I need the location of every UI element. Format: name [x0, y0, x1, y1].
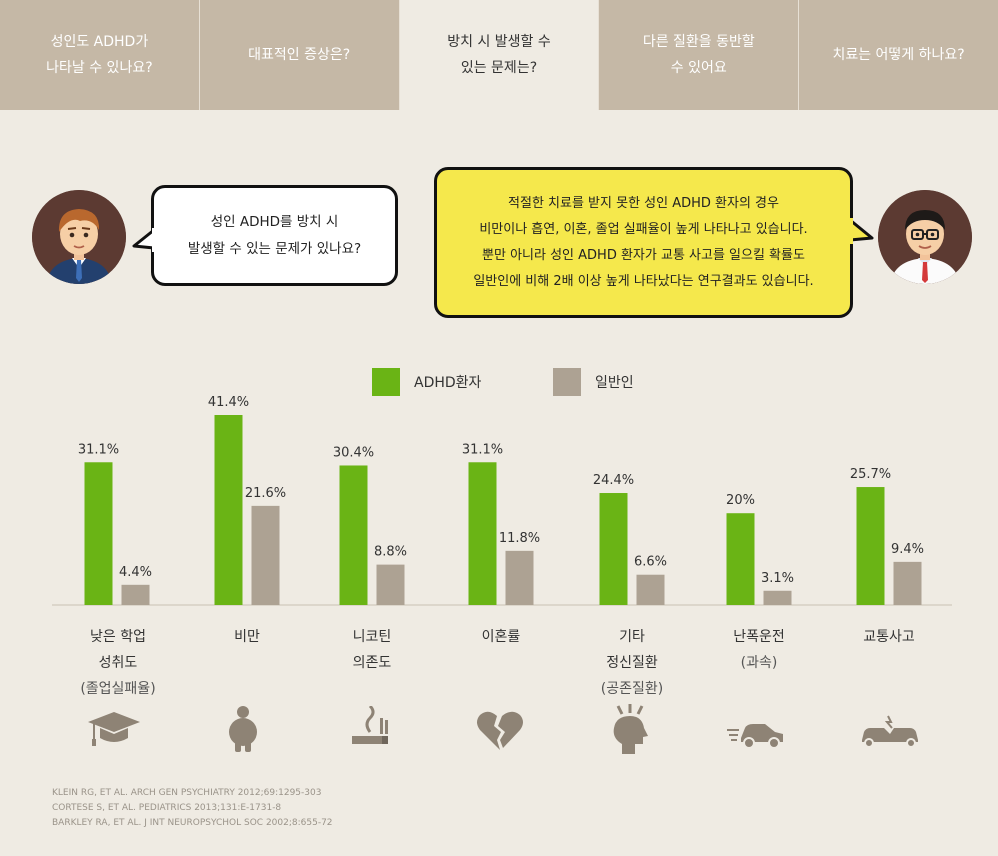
- bar-adhd: [84, 462, 113, 605]
- data-label-general: 6.6%: [634, 555, 667, 570]
- category-main: 교통사고: [863, 629, 915, 645]
- category-label-academic: 낮은 학업 성취도 (졸업실패율): [58, 624, 178, 702]
- obesity-icon: [229, 706, 257, 752]
- doctor-speech-bubble: 적절한 치료를 받지 못한 성인 ADHD 환자의 경우 비만이나 흡연, 이혼…: [434, 167, 853, 318]
- category-label-mental: 기타 정신질환 (공존질환): [572, 624, 692, 702]
- legend-general: 일반인: [553, 368, 634, 396]
- references: KLEIN RG, ET AL. ARCH GEN PSYCHIATRY 201…: [52, 786, 333, 831]
- category-label-nicotine: 니코틴 의존도: [312, 624, 432, 676]
- category-label-divorce: 이혼률: [441, 624, 561, 650]
- data-label-adhd: 30.4%: [333, 445, 374, 460]
- category-sub: (졸업실패율): [80, 681, 156, 697]
- legend-general-swatch: [553, 368, 581, 396]
- legend-general-label: 일반인: [595, 375, 634, 391]
- data-label-general: 9.4%: [891, 542, 924, 557]
- stressed-head-icon: [613, 704, 648, 754]
- data-label-adhd: 25.7%: [850, 467, 891, 482]
- tab-adult-adhd[interactable]: 성인도 ADHD가 나타날 수 있나요?: [0, 0, 200, 110]
- tab-treatment[interactable]: 치료는 어떻게 하나요?: [799, 0, 998, 110]
- data-label-adhd: 41.4%: [208, 395, 249, 410]
- tab-problems[interactable]: 방치 시 발생할 수 있는 문제는?: [399, 0, 600, 110]
- data-label-general: 8.8%: [374, 545, 407, 560]
- bar-adhd: [468, 462, 497, 605]
- bar-adhd: [856, 487, 885, 605]
- category-sub: (과속): [740, 655, 778, 671]
- bar-adhd: [599, 493, 628, 605]
- data-label-general: 21.6%: [245, 486, 286, 501]
- data-label-adhd: 24.4%: [593, 473, 634, 488]
- bar-general: [893, 561, 922, 605]
- broken-heart-icon: [477, 711, 523, 750]
- category-label-obesity: 비만: [187, 624, 307, 650]
- graduation-cap-icon: [88, 712, 140, 746]
- bar-general: [636, 574, 665, 605]
- data-label-general: 4.4%: [119, 565, 152, 580]
- bar-adhd: [214, 415, 243, 605]
- reference-item: CORTESE S, ET AL. PEDIATRICS 2013;131:E-…: [52, 803, 282, 813]
- data-label-adhd: 31.1%: [462, 442, 503, 457]
- legend-adhd-swatch: [372, 368, 400, 396]
- tab-symptoms[interactable]: 대표적인 증상은?: [199, 0, 400, 110]
- data-label-general: 11.8%: [499, 531, 540, 546]
- bar-chart: 31.1% 4.4% 41.4% 21.6% 30.4% 8.8% 31.1% 11.8% 24…: [52, 395, 952, 606]
- data-label-general: 3.1%: [761, 571, 794, 586]
- category-main: 난폭운전: [733, 629, 785, 645]
- bar-general: [251, 505, 280, 605]
- car-crash-icon: [862, 715, 918, 748]
- legend-adhd: ADHD환자: [372, 368, 481, 396]
- speeding-car-icon: [727, 724, 783, 749]
- reference-item: BARKLEY RA, ET AL. J INT NEUROPSYCHOL SO…: [52, 818, 333, 828]
- category-main: 기타 정신질환: [606, 629, 658, 671]
- bar-adhd: [339, 465, 368, 605]
- patient-speech-bubble: 성인 ADHD를 방치 시 발생할 수 있는 문제가 있나요?: [151, 185, 398, 286]
- bar-general: [505, 550, 534, 605]
- legend-adhd-label: ADHD환자: [414, 375, 482, 391]
- bar-general: [376, 564, 405, 605]
- patient-bubble-tail: [132, 228, 156, 252]
- cigarette-icon: [352, 706, 388, 744]
- category-main: 이혼률: [481, 629, 521, 645]
- doctor-avatar: [878, 190, 972, 284]
- tab-bar: 성인도 ADHD가 나타날 수 있나요? 대표적인 증상은? 방치 시 발생할 …: [0, 0, 998, 110]
- patient-avatar: [32, 190, 126, 284]
- doctor-bubble-tail: [848, 218, 874, 244]
- bar-adhd: [726, 513, 755, 605]
- data-label-adhd: 20%: [726, 493, 755, 508]
- category-main: 낮은 학업 성취도: [90, 629, 146, 671]
- data-label-adhd: 31.1%: [78, 442, 119, 457]
- category-label-traffic-accident: 교통사고: [829, 624, 949, 650]
- bar-general: [121, 584, 150, 605]
- category-sub: (공존질환): [600, 681, 664, 697]
- category-label-reckless-driving: 난폭운전 (과속): [699, 624, 819, 676]
- category-main: 니코틴 의존도: [352, 629, 392, 671]
- category-main: 비만: [234, 629, 260, 645]
- bar-general: [763, 590, 792, 605]
- reference-item: KLEIN RG, ET AL. ARCH GEN PSYCHIATRY 201…: [52, 788, 322, 798]
- tab-comorbidity[interactable]: 다른 질환을 동반할 수 있어요: [599, 0, 800, 110]
